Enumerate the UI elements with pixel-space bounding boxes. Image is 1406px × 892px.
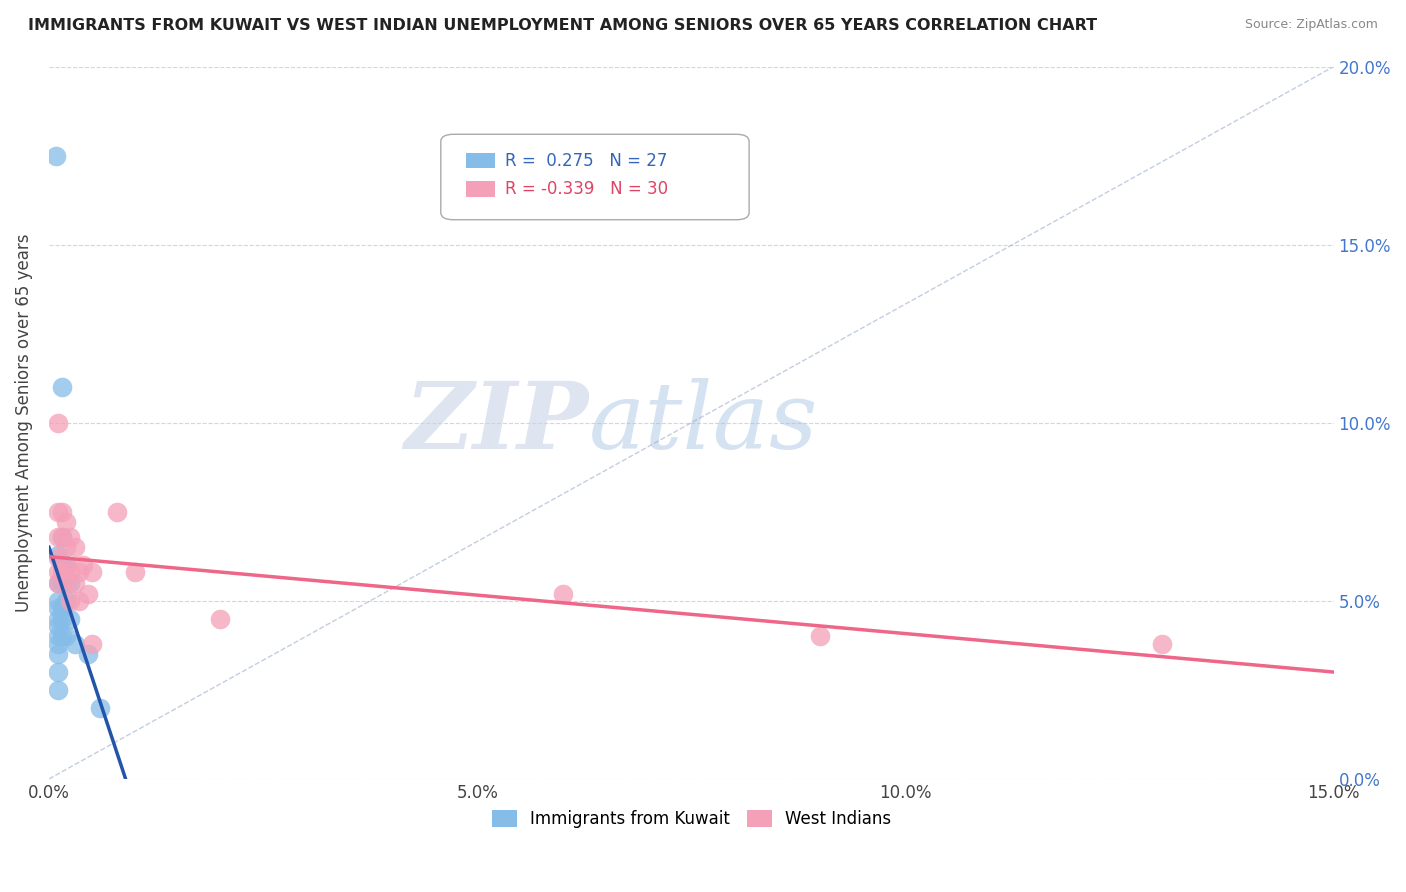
Point (46, 612, 69, 626)
Point (808, 630, 831, 644)
Point (76, 647, 98, 661)
Point (51, 576, 73, 591)
Point (46, 636, 69, 650)
Point (55, 630, 77, 644)
Text: R =  0.275   N = 27: R = 0.275 N = 27 (505, 152, 668, 169)
Point (51, 505, 73, 519)
Point (51, 380, 73, 394)
Point (55, 594, 77, 608)
Point (55, 558, 77, 573)
FancyBboxPatch shape (441, 135, 749, 219)
Point (63, 576, 86, 591)
Point (46, 630, 69, 644)
Point (55, 541, 77, 555)
Point (55, 558, 77, 573)
Text: Source: ZipAtlas.com: Source: ZipAtlas.com (1244, 18, 1378, 31)
Point (46, 566, 69, 580)
Point (59, 530, 82, 544)
Point (46, 416, 69, 430)
Point (55, 576, 77, 591)
Text: atlas: atlas (589, 377, 818, 467)
Text: IMMIGRANTS FROM KUWAIT VS WEST INDIAN UNEMPLOYMENT AMONG SENIORS OVER 65 YEARS C: IMMIGRANTS FROM KUWAIT VS WEST INDIAN UN… (28, 18, 1097, 33)
Point (107, 505, 129, 519)
Point (45, 148, 67, 162)
Point (51, 601, 73, 615)
FancyBboxPatch shape (467, 181, 495, 197)
Point (80, 636, 103, 650)
Point (76, 587, 98, 601)
Point (51, 530, 73, 544)
Point (46, 530, 69, 544)
Point (51, 558, 73, 573)
Point (46, 576, 69, 591)
Point (72, 558, 94, 573)
Point (67, 594, 90, 608)
Point (51, 530, 73, 544)
Point (46, 619, 69, 633)
Point (51, 612, 73, 626)
Point (46, 594, 69, 608)
Point (63, 541, 86, 555)
Point (63, 636, 86, 650)
Point (46, 647, 69, 661)
Point (59, 594, 82, 608)
Point (551, 587, 574, 601)
Point (51, 630, 73, 644)
Point (46, 576, 69, 591)
Point (59, 576, 82, 591)
Text: R = -0.339   N = 30: R = -0.339 N = 30 (505, 180, 668, 198)
Point (124, 566, 146, 580)
Text: ZIP: ZIP (405, 377, 589, 467)
Point (67, 566, 90, 580)
Point (51, 566, 73, 580)
Point (46, 682, 69, 697)
Point (46, 665, 69, 679)
Point (46, 548, 69, 562)
Point (89, 700, 111, 714)
FancyBboxPatch shape (467, 153, 495, 169)
Point (209, 612, 232, 626)
Y-axis label: Unemployment Among Seniors over 65 years: Unemployment Among Seniors over 65 years (15, 234, 32, 612)
Point (46, 505, 69, 519)
Point (46, 601, 69, 615)
Point (59, 566, 82, 580)
Point (80, 566, 103, 580)
Point (46, 551, 69, 566)
Point (55, 516, 77, 530)
Point (1152, 636, 1174, 650)
Legend: Immigrants from Kuwait, West Indians: Immigrants from Kuwait, West Indians (485, 803, 897, 835)
Point (59, 612, 82, 626)
